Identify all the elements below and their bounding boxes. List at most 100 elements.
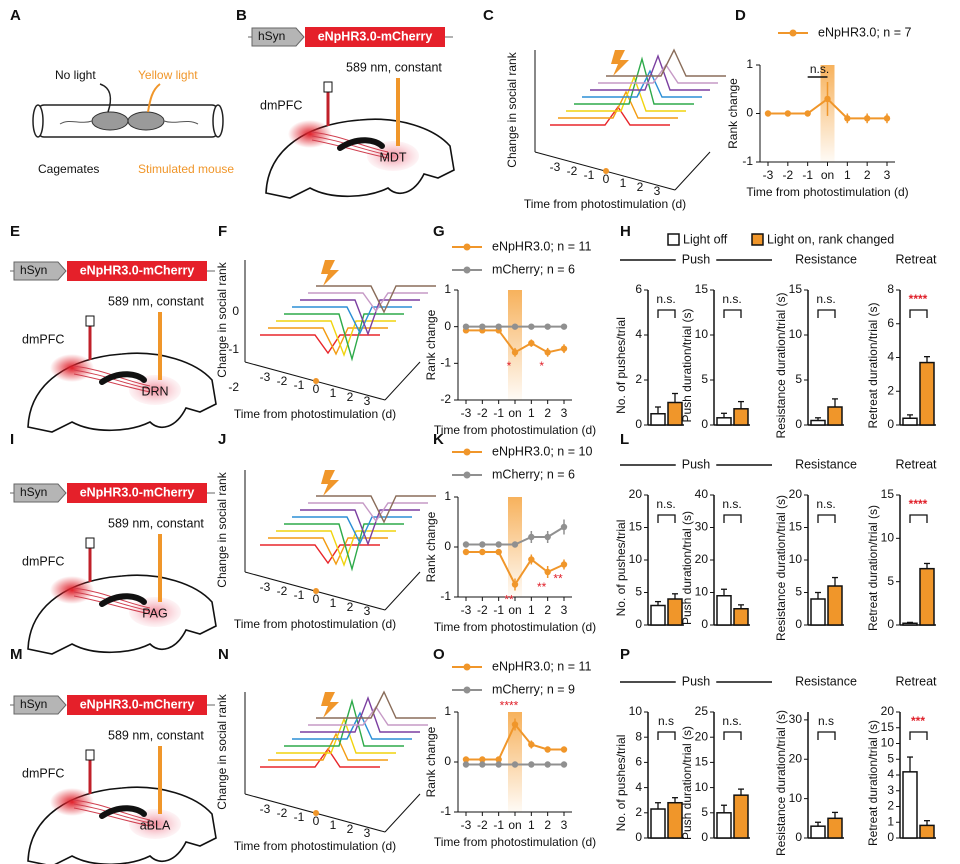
y-tick-label: 8 bbox=[887, 282, 894, 296]
y-tick-label: 30 bbox=[695, 520, 709, 534]
y-axis-label: Rank change bbox=[424, 511, 438, 582]
y-tick-label: 10 bbox=[695, 780, 709, 794]
panel-label: O bbox=[433, 646, 445, 663]
x-tick-label: 2 bbox=[347, 600, 354, 614]
bracket bbox=[909, 514, 928, 523]
x-tick-label: 2 bbox=[637, 180, 644, 194]
data-point bbox=[544, 761, 551, 768]
data-point bbox=[479, 756, 486, 763]
x-tick-label: 2 bbox=[544, 818, 551, 832]
injection-site bbox=[288, 120, 332, 148]
bracket bbox=[657, 514, 676, 523]
y-tick-label: 15 bbox=[695, 282, 709, 296]
x-tick-label: 0 bbox=[313, 592, 320, 606]
syringe-top bbox=[85, 537, 95, 549]
panel-label: H bbox=[620, 223, 631, 240]
lightning bbox=[321, 470, 339, 496]
promoter: hSyn bbox=[258, 29, 285, 43]
x-axis-label: Time from photostimulation (d) bbox=[234, 617, 396, 631]
surgery-schematic: hSyn eNpHR3.0-mCherry 589 nm, constant dmPF… bbox=[248, 27, 455, 199]
rank-trace bbox=[590, 53, 710, 91]
y-axis-label: No. of pushes/trial bbox=[614, 520, 628, 617]
injection-site bbox=[50, 576, 94, 604]
x-tick-label: -3 bbox=[260, 580, 271, 594]
rank-trace bbox=[284, 698, 404, 747]
y-tick-label: 15 bbox=[695, 755, 709, 769]
region-label: dmPFC bbox=[260, 98, 302, 112]
rank-trace bbox=[582, 69, 702, 98]
syringe-top bbox=[85, 749, 95, 761]
y-tick-label: 25 bbox=[695, 704, 709, 718]
rank-trace bbox=[276, 320, 396, 358]
x-tick-label: 3 bbox=[561, 603, 568, 617]
annotation: ** bbox=[504, 593, 514, 607]
panel-label: A bbox=[10, 7, 21, 24]
annotation: n.s. bbox=[816, 497, 835, 511]
bracket bbox=[723, 309, 742, 318]
y-tick-label: 10 bbox=[695, 327, 709, 341]
rank-trace bbox=[260, 334, 380, 355]
x-tick-label: on bbox=[508, 818, 521, 832]
x-tick-label: -1 bbox=[802, 168, 813, 182]
y-tick-label: -2 bbox=[228, 380, 239, 394]
rank-trace bbox=[566, 74, 686, 112]
y-tick-label: 6 bbox=[635, 755, 642, 769]
group-label: Push bbox=[682, 457, 711, 471]
data-point bbox=[511, 581, 519, 588]
construct-box bbox=[67, 695, 207, 715]
axis bbox=[384, 361, 421, 401]
legend-label: eNpHR3.0; n = 7 bbox=[818, 25, 912, 39]
surgery-schematic: hSyn eNpHR3.0-mCherry 589 nm, constant dmPF… bbox=[10, 261, 217, 433]
y-tick-label: 0 bbox=[701, 617, 708, 631]
annotation: n.s bbox=[658, 714, 674, 728]
injection-site bbox=[50, 788, 94, 816]
legend-marker bbox=[463, 686, 471, 694]
y-tick-label: 3 bbox=[887, 783, 894, 797]
construct: eNpHR3.0-mCherry bbox=[80, 263, 195, 277]
annotation: * bbox=[507, 359, 512, 373]
annotation: **** bbox=[500, 699, 519, 713]
y-tick-label: 0 bbox=[444, 754, 451, 768]
y-tick-label: 1 bbox=[444, 704, 451, 718]
y-tick-label: 0 bbox=[701, 417, 708, 431]
y-tick-label: 5 bbox=[887, 574, 894, 588]
rank-trace bbox=[268, 537, 388, 566]
x-tick-label: -3 bbox=[550, 160, 561, 174]
panel-label: B bbox=[236, 7, 247, 24]
x-tick-label: 3 bbox=[364, 826, 371, 840]
legend-marker bbox=[463, 266, 471, 274]
x-tick-label: -3 bbox=[461, 818, 472, 832]
y-tick-label: 15 bbox=[629, 520, 643, 534]
y-tick-label: 6 bbox=[887, 316, 894, 330]
x-axis-label: Time from photostimulation (d) bbox=[234, 839, 396, 853]
data-point bbox=[528, 323, 535, 330]
construct-box bbox=[305, 27, 445, 47]
bar bbox=[716, 595, 732, 626]
group-label: Resistance bbox=[795, 457, 857, 471]
data-point bbox=[544, 349, 551, 356]
y-tick-label: 1 bbox=[746, 57, 753, 71]
y-tick-label: 20 bbox=[789, 487, 803, 501]
x-tick-label: -3 bbox=[763, 168, 774, 182]
y-tick-label: 4 bbox=[887, 767, 894, 781]
promoter-arrow bbox=[10, 261, 67, 281]
data-point bbox=[495, 756, 502, 763]
x-tick-label: 1 bbox=[844, 168, 851, 182]
y-tick-label: 10 bbox=[695, 585, 709, 599]
y-tick-label: 5 bbox=[795, 372, 802, 386]
bar bbox=[650, 413, 666, 426]
x-tick-label: 1 bbox=[528, 406, 535, 420]
rank-trace bbox=[292, 306, 412, 335]
y-tick-label: 5 bbox=[635, 585, 642, 599]
data-point bbox=[863, 115, 871, 122]
projection bbox=[311, 139, 389, 159]
annotation: n.s. bbox=[816, 292, 835, 306]
x-axis-label: Time from photostimulation (d) bbox=[234, 407, 396, 421]
rank-trace bbox=[598, 63, 718, 84]
bar bbox=[810, 598, 826, 626]
light-marker bbox=[603, 168, 609, 174]
x-tick-label: on bbox=[821, 168, 834, 182]
rank-trace bbox=[550, 105, 670, 126]
y-tick-label: 15 bbox=[881, 720, 895, 734]
x-tick-label: -2 bbox=[477, 603, 488, 617]
